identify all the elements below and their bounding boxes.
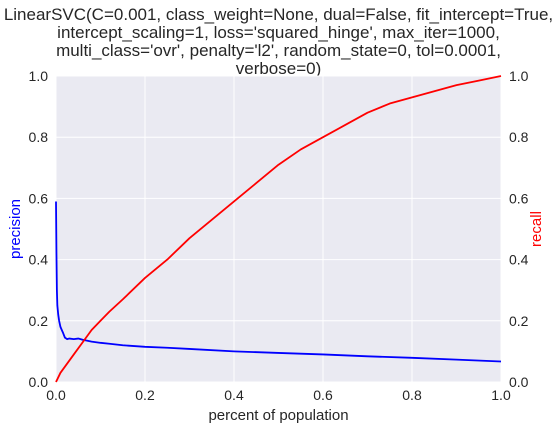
y-right-tick-label-3: 0.6 bbox=[509, 190, 529, 206]
y-left-tick-label-0: 0.0 bbox=[29, 374, 49, 390]
y-left-tick-label-5: 1.0 bbox=[29, 68, 49, 84]
x-tick-labels: 0.0 0.2 0.4 0.6 0.8 1.0 bbox=[46, 387, 511, 403]
chart-title-line-4: verbose=0) bbox=[236, 59, 322, 78]
x-tick-label-2: 0.4 bbox=[224, 387, 244, 403]
x-tick-label-1: 0.2 bbox=[135, 387, 155, 403]
y-left-tick-label-3: 0.6 bbox=[29, 190, 49, 206]
grid bbox=[55, 75, 502, 383]
recall-line bbox=[55, 75, 502, 383]
chart-title-line-1: LinearSVC(C=0.001, class_weight=None, du… bbox=[4, 5, 553, 24]
precision-line bbox=[55, 201, 502, 363]
chart-title-line-3: multi_class='ovr', penalty='l2', random_… bbox=[56, 41, 501, 60]
x-tick-label-0: 0.0 bbox=[46, 387, 66, 403]
y-right-tick-label-2: 0.4 bbox=[509, 252, 529, 268]
plot-area bbox=[56, 76, 501, 382]
y-right-tick-labels: 0.0 0.2 0.4 0.6 0.8 1.0 bbox=[509, 68, 529, 390]
series-group bbox=[55, 75, 502, 383]
y-right-tick-label-0: 0.0 bbox=[509, 374, 529, 390]
y-right-tick-label-1: 0.2 bbox=[509, 313, 529, 329]
y-left-tick-label-4: 0.8 bbox=[29, 129, 49, 145]
x-tick-label-5: 1.0 bbox=[491, 387, 511, 403]
x-axis-label: percent of population bbox=[208, 407, 348, 424]
y-right-tick-label-4: 0.8 bbox=[509, 129, 529, 145]
y-left-tick-label-1: 0.2 bbox=[29, 313, 49, 329]
y-right-tick-label-5: 1.0 bbox=[509, 68, 529, 84]
x-tick-label-4: 0.8 bbox=[402, 387, 422, 403]
chart-title: LinearSVC(C=0.001, class_weight=None, du… bbox=[4, 5, 553, 78]
y-axis-right-label: recall bbox=[528, 211, 545, 247]
y-axis-left-label: precision bbox=[7, 199, 24, 259]
y-left-tick-label-2: 0.4 bbox=[29, 252, 49, 268]
x-tick-label-3: 0.6 bbox=[313, 387, 333, 403]
y-left-tick-labels: 0.0 0.2 0.4 0.6 0.8 1.0 bbox=[29, 68, 49, 390]
chart-title-line-2: intercept_scaling=1, loss='squared_hinge… bbox=[57, 23, 500, 42]
